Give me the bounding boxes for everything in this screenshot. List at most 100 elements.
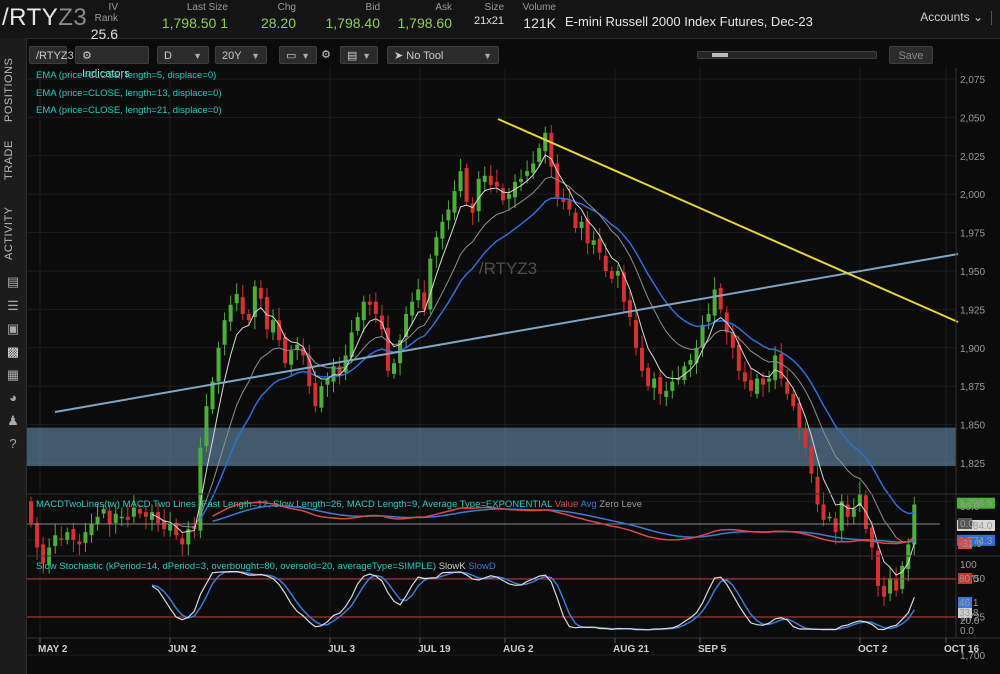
candle-up xyxy=(664,390,669,397)
quote-label: Ask xyxy=(435,2,452,13)
ema-13-label[interactable]: EMA (price=CLOSE, length=13, displace=0) xyxy=(36,88,222,99)
candle-up xyxy=(252,286,257,318)
price-axis-label: 1,700 xyxy=(960,651,985,662)
lines-icon[interactable]: ☰ xyxy=(7,298,19,313)
candle-up xyxy=(113,513,118,523)
candle-down xyxy=(488,175,493,185)
date-axis-label: AUG 21 xyxy=(613,644,650,655)
ema-21-label[interactable]: EMA (price=CLOSE, length=21, displace=0) xyxy=(36,105,222,116)
candle-down xyxy=(761,378,766,385)
briefcase-icon[interactable]: ▣ xyxy=(6,321,20,336)
symbol-title[interactable]: /RTYZ3 xyxy=(2,4,88,31)
drawings-select[interactable]: ▤ ▼ xyxy=(340,46,378,64)
support-trendline xyxy=(54,253,959,413)
stoch-label[interactable]: Slow Stochastic (kPeriod=14, dPeriod=3, … xyxy=(36,561,496,572)
candle-down xyxy=(609,271,614,279)
price-axis-label: 2,025 xyxy=(960,152,985,163)
macd-axis-label: -31.9 xyxy=(959,539,982,550)
indicators-button[interactable]: ⚙ Indicators xyxy=(75,46,149,80)
gauge-icon[interactable]: ◕ xyxy=(9,390,17,405)
candle-down xyxy=(730,332,735,348)
help-icon[interactable]: ? xyxy=(9,436,17,451)
candle-up xyxy=(222,320,227,345)
candle-up xyxy=(210,381,215,410)
candle-down xyxy=(264,297,269,330)
scroll-thumb[interactable] xyxy=(712,53,728,57)
candle-up xyxy=(525,171,530,176)
stoch-axis-label: 33.8 xyxy=(959,608,979,619)
date-axis-label: JUL 19 xyxy=(418,644,451,655)
candle-up xyxy=(89,524,94,536)
ema-5-line xyxy=(151,154,915,576)
grid-icon[interactable]: ▦ xyxy=(6,367,20,382)
candle-down xyxy=(143,512,148,517)
candle-down xyxy=(882,585,887,597)
candle-up xyxy=(234,294,239,304)
chart-style-select[interactable]: ▭ ▼ xyxy=(279,46,317,64)
candle-up xyxy=(289,350,294,365)
chart-icon[interactable]: ▩ xyxy=(6,344,20,359)
date-axis-label: JUL 3 xyxy=(328,644,355,655)
stoch-d-line xyxy=(151,570,915,631)
ema-5-label[interactable]: EMA (price=CLOSE, length=5, displace=0) xyxy=(36,70,216,81)
resistance-line xyxy=(497,118,959,323)
candle-up xyxy=(906,544,911,569)
price-tag-label: 1,798.5 xyxy=(959,499,993,510)
caret-down-icon: ▼ xyxy=(301,51,310,61)
candle-down xyxy=(258,287,263,299)
date-axis-label: OCT 16 xyxy=(944,644,979,655)
candle-down xyxy=(809,446,814,474)
macd-value-tag xyxy=(958,538,972,549)
candle-down xyxy=(125,516,130,520)
people-icon[interactable]: ♟ xyxy=(7,413,19,428)
candle-down xyxy=(894,579,899,591)
candle-down xyxy=(797,403,802,428)
symbol-watermark: /RTYZ3 xyxy=(479,259,537,278)
quote-label: Size xyxy=(484,2,504,13)
ema-21-line xyxy=(199,197,915,520)
macd-label[interactable]: MACDTwoLines(tw) MACD Two Lines (Fast Le… xyxy=(36,499,642,510)
candle-up xyxy=(827,516,832,519)
candle-up xyxy=(537,148,542,162)
list-icon[interactable]: ▤ xyxy=(6,274,20,289)
time-scroll-bar[interactable] xyxy=(697,51,877,59)
macd-value-line xyxy=(212,501,915,545)
stoch-axis-label: 80.0 xyxy=(959,574,979,585)
candle-up xyxy=(506,194,511,199)
candle-down xyxy=(791,393,796,407)
instrument-description: E-mini Russell 2000 Index Futures, Dec-2… xyxy=(565,14,813,29)
caret-down-icon: ▼ xyxy=(362,51,371,61)
candle-up xyxy=(615,271,620,276)
quote-value: 1,798.40 xyxy=(325,15,381,31)
symbol-field[interactable]: /RTYZ3 xyxy=(29,46,74,64)
caret-down-icon: ▼ xyxy=(193,51,202,61)
candle-up xyxy=(119,516,124,519)
candle-up xyxy=(755,378,759,394)
candle-down xyxy=(337,366,342,376)
candle-down xyxy=(627,300,632,318)
candle-up xyxy=(392,363,396,374)
quote-field: Ask 1,798.60 xyxy=(382,2,453,31)
interval-select[interactable]: D ▼ xyxy=(157,46,209,64)
tool-select[interactable]: ➤ No Tool ▼ xyxy=(387,46,499,64)
candle-up xyxy=(186,529,191,545)
range-select[interactable]: 20Y ▼ xyxy=(215,46,267,64)
candle-up xyxy=(519,178,524,182)
stoch-axis-label: 20.0 xyxy=(960,616,980,627)
quote-value: 25.6 xyxy=(90,26,118,42)
gear-icon[interactable]: ⚙ xyxy=(321,49,331,61)
candle-up xyxy=(325,378,330,385)
candle-up xyxy=(216,347,221,382)
candle-up xyxy=(446,209,451,221)
candle-up xyxy=(319,386,324,408)
quote-value: 28.20 xyxy=(260,15,296,31)
candle-down xyxy=(422,292,427,310)
candle-down xyxy=(246,314,251,321)
save-button[interactable]: Save xyxy=(889,46,933,64)
date-axis-label: OCT 2 xyxy=(858,644,888,655)
quote-field: IV Rank 25.6 xyxy=(88,2,118,42)
candle-down xyxy=(736,344,741,371)
accounts-menu[interactable]: Accounts ⌄ xyxy=(920,10,992,25)
date-axis-label: JUN 2 xyxy=(168,644,197,655)
